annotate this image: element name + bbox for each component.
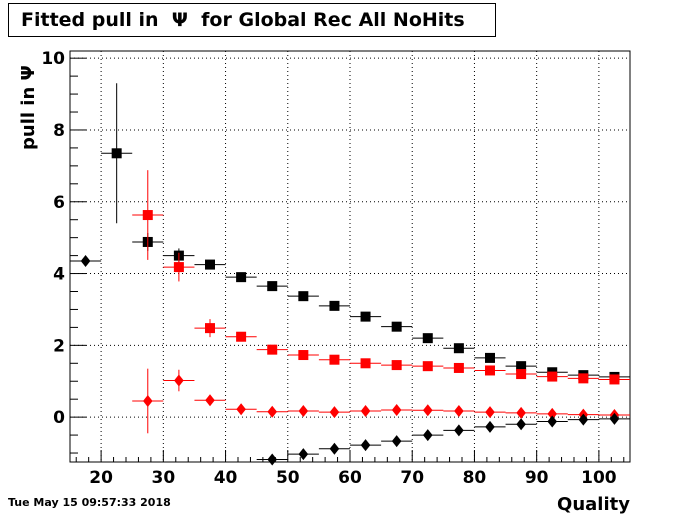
data-point-diamond bbox=[391, 435, 402, 448]
x-tick-label: 40 bbox=[214, 468, 238, 488]
data-point-square bbox=[298, 350, 309, 361]
axis-ticks bbox=[70, 57, 625, 462]
data-point-square bbox=[205, 259, 215, 270]
timestamp: Tue May 15 09:57:33 2018 bbox=[8, 496, 171, 509]
x-tick-label: 70 bbox=[400, 468, 424, 488]
data-point-square bbox=[173, 262, 184, 273]
tick-labels: 20 30 40 50 60 70 80 90 100 0 2 4 6 8 10 bbox=[41, 49, 616, 488]
data-point-diamond bbox=[391, 403, 402, 416]
data-point-square bbox=[609, 374, 620, 385]
data-point-square bbox=[485, 352, 495, 363]
data-point-diamond bbox=[547, 407, 558, 420]
data-point-diamond bbox=[329, 406, 340, 419]
data-point-square bbox=[329, 300, 340, 311]
data-point-diamond bbox=[298, 448, 309, 461]
data-point-square bbox=[267, 281, 278, 292]
data-point-diamond bbox=[516, 418, 526, 431]
data-point-diamond bbox=[609, 412, 620, 425]
data-point-diamond bbox=[422, 404, 433, 417]
data-point-square bbox=[360, 358, 371, 369]
y-tick-label: 2 bbox=[53, 336, 65, 356]
data-point-square bbox=[391, 360, 402, 371]
x-tick-label: 20 bbox=[89, 468, 113, 488]
data-point-diamond bbox=[485, 406, 495, 419]
data-point-square bbox=[453, 343, 464, 354]
x-axis-title: Quality bbox=[557, 494, 630, 514]
data-point-square bbox=[360, 311, 371, 322]
data-point-diamond bbox=[485, 420, 495, 433]
y-tick-label: 4 bbox=[53, 265, 65, 285]
data-point-diamond bbox=[267, 405, 278, 418]
data-point-diamond bbox=[360, 439, 371, 452]
data-point-diamond bbox=[205, 394, 215, 407]
data-point-diamond bbox=[454, 424, 464, 437]
data-marks bbox=[70, 83, 630, 466]
data-point-square bbox=[142, 210, 153, 221]
plot-frame bbox=[69, 50, 631, 463]
data-point-diamond bbox=[578, 413, 589, 426]
x-tick-label: 60 bbox=[338, 468, 362, 488]
grid bbox=[70, 51, 630, 462]
data-point-diamond bbox=[422, 429, 433, 442]
chart-title: Fitted pull in Ψ for Global Rec All NoHi… bbox=[21, 9, 465, 31]
data-point-square bbox=[236, 272, 247, 283]
data-point-square bbox=[329, 354, 340, 365]
data-point-square bbox=[422, 333, 433, 344]
data-point-diamond bbox=[360, 405, 371, 418]
data-point-square bbox=[547, 371, 558, 382]
data-point-square bbox=[267, 344, 278, 355]
x-tick-label: 30 bbox=[151, 468, 175, 488]
x-tick-label: 100 bbox=[581, 468, 617, 488]
x-tick-label: 80 bbox=[463, 468, 487, 488]
data-point-diamond bbox=[236, 403, 246, 416]
data-point-square bbox=[391, 321, 402, 332]
y-tick-label: 6 bbox=[53, 193, 65, 213]
data-point-diamond bbox=[454, 405, 464, 418]
y-axis-title: pull in Ψ bbox=[18, 65, 39, 150]
data-point-diamond bbox=[516, 406, 526, 419]
data-point-square bbox=[578, 373, 589, 384]
data-point-diamond bbox=[174, 374, 184, 387]
data-point-diamond bbox=[298, 405, 309, 418]
data-point-square bbox=[422, 361, 433, 372]
y-tick-label: 10 bbox=[41, 49, 65, 69]
data-point-square bbox=[298, 291, 309, 302]
data-point-square bbox=[485, 365, 495, 376]
data-point-square bbox=[516, 361, 527, 372]
y-tick-label: 8 bbox=[53, 121, 65, 141]
data-point-square bbox=[236, 331, 247, 342]
data-point-square bbox=[205, 323, 215, 334]
y-tick-label: 0 bbox=[53, 408, 65, 428]
data-point-diamond bbox=[267, 453, 278, 466]
data-point-square bbox=[516, 369, 527, 380]
data-point-diamond bbox=[329, 442, 340, 455]
data-point-square bbox=[111, 148, 122, 159]
data-point-diamond bbox=[80, 254, 91, 267]
x-tick-label: 50 bbox=[276, 468, 300, 488]
x-tick-label: 90 bbox=[525, 468, 549, 488]
title-box: Fitted pull in Ψ for Global Rec All NoHi… bbox=[8, 3, 496, 37]
data-point-diamond bbox=[547, 415, 558, 428]
data-point-square bbox=[453, 362, 464, 373]
data-point-diamond bbox=[142, 394, 153, 407]
